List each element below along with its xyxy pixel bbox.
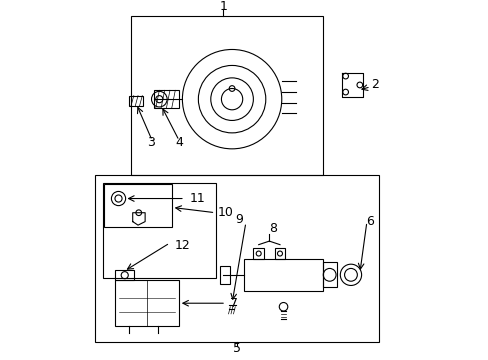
Bar bbox=[102, 183, 216, 278]
Text: 7: 7 bbox=[229, 297, 237, 310]
Bar bbox=[154, 90, 179, 108]
Bar bbox=[253, 248, 264, 259]
Text: 6: 6 bbox=[366, 215, 374, 228]
Bar bbox=[95, 175, 379, 342]
Text: 12: 12 bbox=[174, 239, 190, 252]
Text: 9: 9 bbox=[235, 213, 243, 226]
Text: 5: 5 bbox=[233, 342, 241, 355]
Text: 3: 3 bbox=[146, 136, 154, 149]
Bar bbox=[129, 96, 143, 106]
Bar bbox=[115, 280, 179, 326]
Text: 2: 2 bbox=[370, 78, 378, 91]
Bar bbox=[219, 266, 230, 284]
Bar bbox=[244, 259, 322, 291]
Text: 10: 10 bbox=[217, 206, 233, 219]
Bar bbox=[322, 262, 336, 287]
Bar bbox=[274, 248, 285, 259]
Bar bbox=[115, 270, 134, 280]
Text: 11: 11 bbox=[189, 192, 205, 205]
Bar bbox=[131, 16, 322, 175]
Text: 1: 1 bbox=[219, 0, 227, 13]
Text: 4: 4 bbox=[175, 136, 183, 149]
Bar bbox=[104, 184, 171, 227]
Text: 8: 8 bbox=[268, 222, 276, 235]
